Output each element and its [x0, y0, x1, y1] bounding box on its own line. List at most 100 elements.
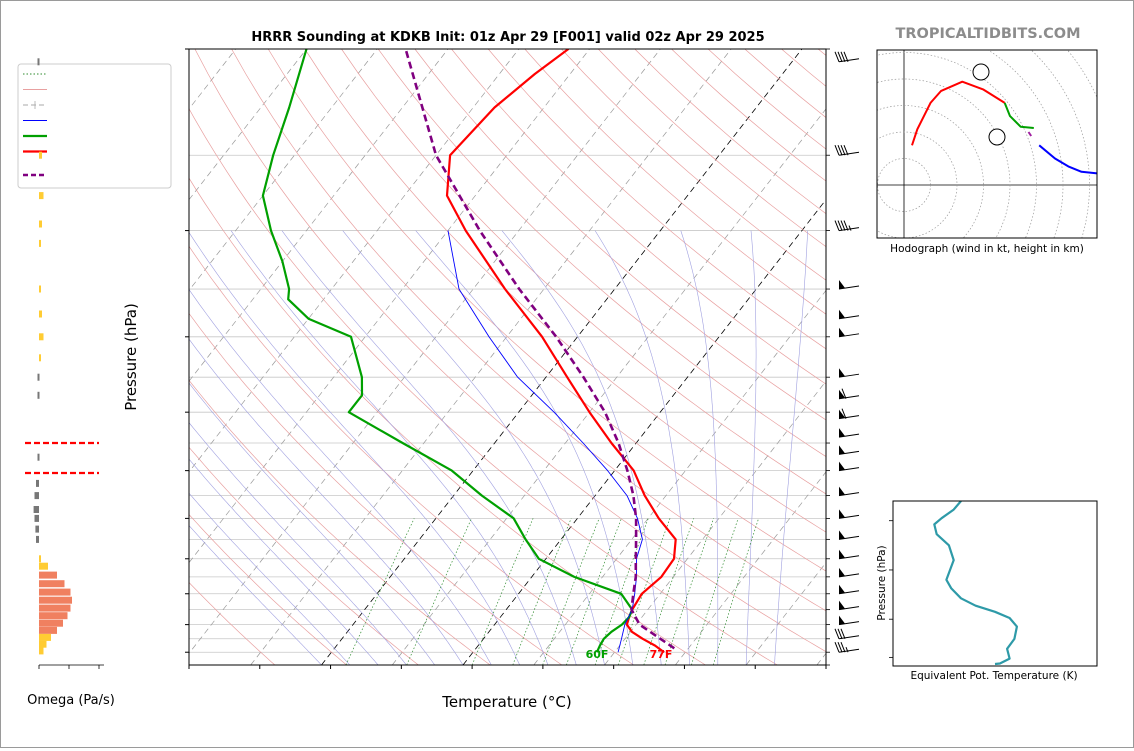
profile-temperature	[445, 49, 677, 654]
skewt-background-lines	[189, 49, 826, 665]
dgz-markers	[25, 441, 99, 475]
barb-staff	[838, 415, 860, 420]
isotherm	[189, 49, 307, 201]
hodo-segment	[1003, 102, 1034, 129]
pseudoadiabat	[230, 230, 549, 665]
dry-adiabat	[744, 49, 826, 118]
hodo-ring	[666, 1, 1134, 424]
isotherm	[321, 49, 803, 665]
mixing-ratio-line	[406, 518, 472, 665]
barb-full	[834, 628, 840, 639]
isotherm	[189, 49, 449, 382]
theta-e-profile	[933, 501, 1018, 666]
dry-adiabat	[267, 49, 826, 572]
mixing-ratio-line	[345, 518, 415, 665]
pseudoadiabat	[745, 230, 757, 665]
skewt-profiles	[261, 49, 677, 654]
wind-barb	[838, 600, 860, 611]
barb-staff	[838, 285, 860, 290]
dry-adiabat	[189, 446, 419, 665]
hodo-segment	[1027, 131, 1033, 137]
mixing-ratio-line	[617, 518, 671, 665]
theta-e-y-label: Pressure (hPa)	[876, 545, 888, 620]
wind-barb	[838, 509, 860, 519]
hodograph: Hodograph (wind in kt, height in km)	[613, 1, 1134, 477]
pseudoadiabat	[189, 525, 322, 665]
omega-bar	[39, 571, 57, 579]
dry-adiabat	[189, 581, 276, 665]
wind-barb	[838, 567, 860, 578]
dry-adiabat	[189, 245, 634, 665]
wind-barb	[838, 486, 860, 497]
wind-barb	[838, 428, 860, 438]
mixing-ratio-line	[691, 518, 739, 665]
pseudoadiabat	[281, 230, 577, 665]
omega-bar	[39, 588, 71, 596]
omega-bar	[39, 640, 47, 648]
hodo-ring	[877, 78, 1011, 238]
omega-bar	[39, 333, 44, 341]
wind-barb	[838, 461, 860, 472]
barb-full	[840, 220, 846, 231]
barb-full	[834, 220, 840, 231]
dry-adiabat	[671, 49, 826, 182]
profile-dewpoint	[261, 49, 634, 653]
barb-full	[840, 628, 846, 639]
barb-staff	[838, 373, 860, 378]
profile-mixed-layer-parcel-path-100mb-	[404, 49, 676, 650]
barb-flag	[839, 615, 845, 625]
profile-wetbulb	[447, 230, 643, 653]
barb-full	[840, 642, 846, 653]
legend-box	[17, 63, 172, 189]
barb-full	[837, 220, 843, 231]
omega-bar	[39, 562, 48, 570]
dry-adiabat	[189, 107, 778, 665]
dry-adiabat	[781, 49, 826, 87]
watermark: TROPICALTIDBITS.COM	[895, 26, 1080, 42]
dry-adiabat	[414, 49, 826, 421]
dry-adiabat	[707, 49, 826, 150]
barb-full	[843, 145, 849, 156]
hodo-ring	[877, 105, 984, 238]
mixing-ratio-line	[471, 518, 534, 665]
barb-flag	[839, 461, 845, 471]
barb-flag	[839, 567, 845, 577]
dry-adiabat	[524, 49, 826, 315]
omega-bar	[39, 604, 71, 612]
hodo-segment	[911, 80, 1006, 146]
omega-bar	[37, 453, 40, 461]
omega-panel: Omega (Pa/s)	[25, 58, 115, 708]
omega-bar	[39, 596, 72, 604]
wind-barb	[834, 628, 860, 640]
omega-bar	[39, 619, 63, 627]
storm-motion-marker	[972, 63, 990, 81]
dry-adiabat	[231, 49, 826, 612]
pseudoadiabat	[594, 230, 690, 665]
omega-bar	[34, 514, 39, 522]
isotherm	[250, 49, 732, 665]
wind-barb	[838, 309, 860, 320]
barb-full	[837, 145, 843, 156]
hodograph-caption: Hodograph (wind in kt, height in km)	[890, 243, 1084, 255]
wind-barb	[838, 327, 860, 338]
pseudoadiabat	[189, 382, 435, 665]
barb-staff	[838, 467, 860, 472]
isotherm	[604, 380, 826, 665]
barb-flag	[839, 309, 845, 319]
wind-barb	[838, 280, 860, 290]
dry-adiabat	[487, 49, 826, 350]
wind-barb	[834, 220, 860, 232]
barb-flag	[839, 428, 845, 438]
barb-flag	[839, 530, 845, 540]
omega-bar	[35, 525, 39, 533]
isotherm	[816, 652, 826, 665]
wind-barbs	[834, 51, 860, 653]
dry-adiabat	[817, 49, 826, 56]
theta-e-x-label: Equivalent Pot. Temperature (K)	[910, 670, 1077, 682]
x-axis-label: Temperature (°C)	[441, 693, 571, 711]
hodo-ring	[613, 1, 1134, 477]
isotherm	[462, 199, 826, 665]
barb-full	[837, 642, 843, 653]
skewt-frame	[188, 48, 827, 666]
